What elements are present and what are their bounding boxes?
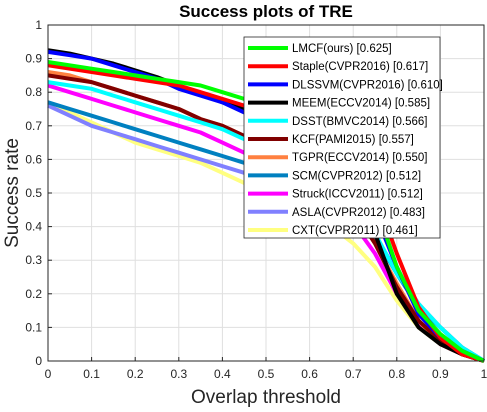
legend-label: KCF(PAMI2015) [0.557] — [292, 134, 414, 146]
tick-layer: 0 0.1 0.2 0.3 0.4 0.5 0.6 0.7 0.8 0.9 1 0 0.1 0.2 0.3 0… — [25, 18, 487, 381]
x-tick-label: 0.4 — [214, 367, 231, 381]
x-tick-label: 0.1 — [83, 367, 100, 381]
legend-label: MEEM(ECCV2014) [0.585] — [292, 98, 430, 110]
legend-label: ASLA(CVPR2012) [0.483] — [292, 207, 425, 219]
y-axis-title: Success rate — [2, 138, 23, 248]
x-tick-label: 1 — [481, 367, 487, 381]
y-tick-label: 0.4 — [25, 220, 42, 234]
y-tick-label: 0.5 — [25, 186, 42, 200]
x-tick-label: 0.7 — [345, 367, 362, 381]
y-tick-label: 0.3 — [25, 253, 42, 267]
y-tick-label: 0.7 — [25, 119, 42, 133]
y-tick-label: 0.1 — [25, 320, 42, 334]
x-tick-label: 0.2 — [127, 367, 144, 381]
x-axis-title: Overlap threshold — [191, 387, 341, 408]
legend-label: LMCF(ours) [0.625] — [292, 43, 392, 55]
legend-label: DSST(BMVC2014) [0.566] — [292, 116, 428, 128]
legend-label: DLSSVM(CVPR2016) [0.610] — [292, 79, 443, 91]
legend-label: CXT(CVPR2011) [0.461] — [292, 225, 418, 237]
legend-label: SCM(CVPR2012) [0.512] — [292, 170, 421, 182]
x-tick-label: 0.9 — [432, 367, 449, 381]
y-tick-label: 1 — [35, 18, 42, 32]
x-tick-label: 0.8 — [388, 367, 405, 381]
y-tick-label: 0.6 — [25, 152, 42, 166]
x-tick-label: 0 — [45, 367, 52, 381]
y-tick-label: 0.2 — [25, 287, 42, 301]
y-tick-label: 0.8 — [25, 85, 42, 99]
legend-label: TGPR(ECCV2014) [0.550] — [292, 152, 428, 164]
legend-label: Struck(ICCV2011) [0.512] — [292, 189, 423, 201]
x-tick-label: 0.3 — [170, 367, 187, 381]
legend-entries: LMCF(ours) [0.625] Staple(CVPR2016) [0.61… — [248, 43, 443, 237]
x-tick-label: 0.5 — [258, 367, 275, 381]
y-tick-label: 0 — [35, 354, 42, 368]
y-tick-label: 0.9 — [25, 52, 42, 66]
legend: LMCF(ours) [0.625] Staple(CVPR2016) [0.61… — [243, 36, 443, 239]
x-tick-label: 0.6 — [301, 367, 318, 381]
legend-label: Staple(CVPR2016) [0.617] — [292, 61, 428, 73]
chart-title: Success plots of TRE — [179, 2, 353, 21]
